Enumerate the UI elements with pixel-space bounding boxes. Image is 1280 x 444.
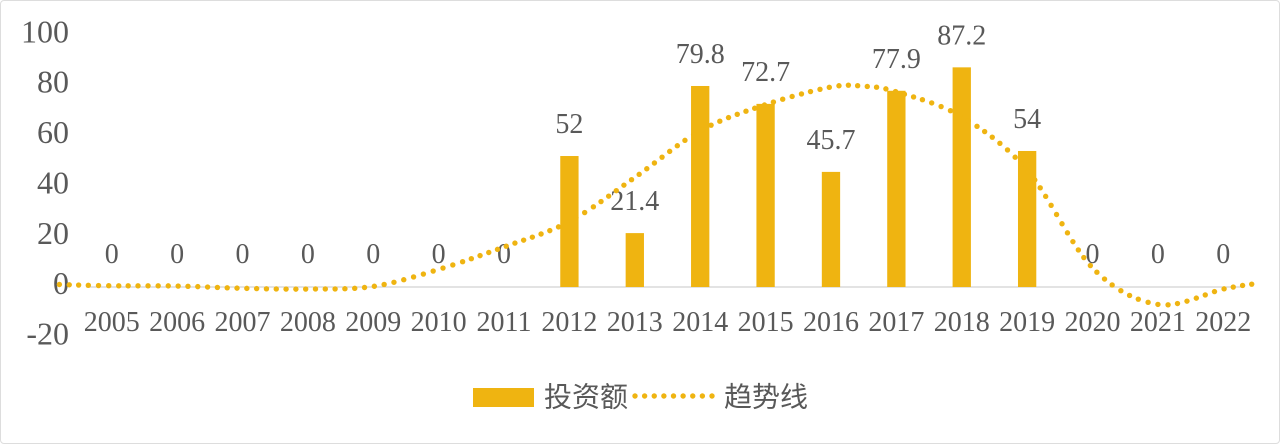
svg-text:2006: 2006 bbox=[149, 307, 205, 338]
svg-text:2010: 2010 bbox=[411, 307, 467, 338]
svg-text:2019: 2019 bbox=[999, 307, 1055, 338]
svg-text:2014: 2014 bbox=[672, 307, 728, 338]
svg-text:0: 0 bbox=[497, 239, 511, 270]
svg-text:2011: 2011 bbox=[477, 307, 532, 338]
svg-text:趋势线: 趋势线 bbox=[724, 382, 808, 414]
svg-text:2012: 2012 bbox=[541, 307, 597, 338]
svg-text:2009: 2009 bbox=[345, 307, 401, 338]
svg-text:45.7: 45.7 bbox=[806, 125, 855, 156]
svg-text:52: 52 bbox=[555, 109, 583, 140]
svg-text:2016: 2016 bbox=[803, 307, 859, 338]
svg-text:80: 80 bbox=[37, 64, 69, 100]
svg-text:54: 54 bbox=[1013, 104, 1041, 135]
svg-text:20: 20 bbox=[37, 215, 69, 251]
svg-text:投资额: 投资额 bbox=[544, 382, 628, 414]
svg-text:2015: 2015 bbox=[738, 307, 794, 338]
svg-text:100: 100 bbox=[21, 13, 69, 49]
svg-text:0: 0 bbox=[1216, 239, 1230, 270]
svg-text:87.2: 87.2 bbox=[937, 20, 986, 51]
svg-text:-20: -20 bbox=[26, 316, 69, 352]
svg-text:0: 0 bbox=[301, 239, 315, 270]
svg-text:2007: 2007 bbox=[214, 307, 270, 338]
svg-text:0: 0 bbox=[235, 239, 249, 270]
svg-text:79.8: 79.8 bbox=[676, 39, 725, 70]
svg-text:2005: 2005 bbox=[84, 307, 140, 338]
svg-text:0: 0 bbox=[432, 239, 446, 270]
svg-text:40: 40 bbox=[37, 164, 69, 200]
svg-text:72.7: 72.7 bbox=[741, 57, 790, 88]
svg-text:0: 0 bbox=[366, 239, 380, 270]
svg-text:2013: 2013 bbox=[607, 307, 663, 338]
svg-text:0: 0 bbox=[1151, 239, 1165, 270]
svg-text:2022: 2022 bbox=[1195, 307, 1251, 338]
svg-text:60: 60 bbox=[37, 114, 69, 150]
svg-text:0: 0 bbox=[170, 239, 184, 270]
svg-text:2018: 2018 bbox=[934, 307, 990, 338]
svg-text:0: 0 bbox=[105, 239, 119, 270]
svg-text:2008: 2008 bbox=[280, 307, 336, 338]
svg-text:2021: 2021 bbox=[1130, 307, 1186, 338]
svg-text:77.9: 77.9 bbox=[872, 44, 921, 75]
svg-text:2020: 2020 bbox=[1065, 307, 1121, 338]
svg-text:2017: 2017 bbox=[868, 307, 924, 338]
